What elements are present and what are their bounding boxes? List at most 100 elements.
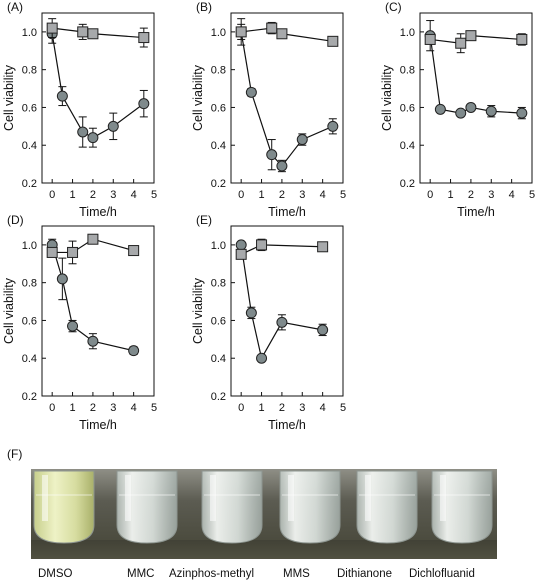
tube-body-1 — [116, 470, 178, 544]
data-point-a-circle-1 — [56, 90, 68, 102]
tube-body-5 — [431, 470, 493, 544]
data-point-e-circle-2 — [256, 352, 268, 364]
y-tick-label-b-3: 0.8 — [211, 65, 226, 77]
x-tick-label-d-0: 0 — [49, 402, 55, 414]
tube-5 — [431, 470, 493, 544]
y-tick-label-c-4: 1.0 — [400, 27, 415, 39]
y-tick-label-e-3: 0.8 — [211, 278, 226, 290]
data-point-d-square-3 — [128, 245, 140, 257]
x-tick-label-a-4: 4 — [131, 189, 137, 201]
data-point-d-circle-2 — [67, 320, 79, 332]
charts-layer: (A) 0.2 0.4 0.6 0.8 1.0 0 1 2 3 4 5 Time/h Cell viabi… — [2, 0, 535, 432]
chart-panel-c: (C) 0.2 0.4 0.6 0.8 1.0 0 1 2 3 4 5 Time/h Cell viabi… — [380, 0, 535, 219]
data-point-c-circle-2 — [455, 107, 467, 119]
y-tick-label-b-0: 0.2 — [211, 178, 226, 190]
tube-3 — [279, 470, 341, 544]
data-point-e-circle-4 — [317, 324, 329, 336]
y-tick-label-e-1: 0.4 — [211, 353, 226, 365]
data-point-a-circle-5 — [138, 98, 150, 110]
data-point-b-circle-3 — [276, 160, 288, 172]
x-tick-label-d-5: 5 — [151, 402, 157, 414]
data-point-a-circle-3 — [87, 132, 99, 144]
data-point-b-circle-4 — [296, 134, 308, 146]
panel-label-f: (F) — [7, 447, 22, 461]
tube-1 — [116, 470, 178, 544]
series-line-e-circle — [240, 244, 323, 360]
y-tick-label-c-0: 0.2 — [400, 178, 415, 190]
chart-panel-e: (E) 0.2 0.4 0.6 0.8 1.0 0 1 2 3 4 5 Time/h Cell viabi… — [191, 213, 346, 432]
tubes-layer — [33, 470, 493, 544]
x-tick-label-c-2: 2 — [468, 189, 474, 201]
photo-rack-shadow — [31, 540, 497, 559]
tube-label-dithianone: Dithianone — [337, 568, 392, 580]
panel-label-a: (A) — [7, 0, 23, 14]
data-point-c-circle-1 — [434, 103, 446, 115]
data-point-e-circle-3 — [276, 316, 288, 328]
data-point-a-square-2 — [87, 28, 99, 40]
series-line-b-circle — [240, 31, 334, 167]
x-tick-label-b-5: 5 — [340, 189, 346, 201]
data-point-d-square-0 — [46, 246, 58, 258]
data-point-a-square-0 — [46, 22, 58, 34]
tube-label-mms: MMS — [283, 568, 310, 580]
tube-labels: DMSO MMC Azinphos-methyl MMS Dithianone … — [38, 568, 475, 580]
data-point-a-square-3 — [138, 32, 150, 44]
y-tick-label-a-4: 1.0 — [22, 27, 37, 39]
plot-frame-a — [41, 12, 155, 184]
data-point-b-circle-2 — [266, 149, 278, 161]
data-point-d-square-2 — [87, 233, 99, 245]
data-point-c-square-3 — [516, 33, 528, 45]
y-tick-label-b-1: 0.4 — [211, 140, 226, 152]
tube-body-0 — [33, 470, 95, 544]
data-point-b-square-2 — [276, 28, 288, 40]
y-tick-label-d-0: 0.2 — [22, 391, 37, 403]
series-line-c-circle — [429, 35, 522, 114]
data-point-e-square-1 — [256, 239, 268, 251]
x-tick-label-c-4: 4 — [509, 189, 515, 201]
plot-frame-d — [41, 225, 155, 397]
tube-highlight-2 — [210, 475, 216, 521]
x-tick-label-a-5: 5 — [151, 189, 157, 201]
x-tick-label-c-3: 3 — [488, 189, 494, 201]
y-tick-label-a-0: 0.2 — [22, 178, 37, 190]
tube-label-dmso: DMSO — [38, 568, 73, 580]
x-tick-label-e-3: 3 — [299, 402, 305, 414]
plot-frame-b — [230, 12, 344, 184]
x-tick-label-a-0: 0 — [49, 189, 55, 201]
x-tick-label-e-4: 4 — [320, 402, 326, 414]
tube-highlight-1 — [125, 475, 131, 521]
data-point-b-square-1 — [266, 22, 278, 34]
series-line-a-circle — [51, 33, 145, 139]
y-axis-title-a: Cell viability — [2, 64, 16, 131]
data-point-d-square-1 — [67, 246, 79, 258]
tube-2 — [201, 470, 263, 544]
x-tick-label-b-4: 4 — [320, 189, 326, 201]
data-point-c-circle-4 — [485, 105, 497, 117]
x-tick-label-d-3: 3 — [110, 402, 116, 414]
x-tick-label-b-2: 2 — [279, 189, 285, 201]
x-tick-label-c-5: 5 — [529, 189, 535, 201]
y-tick-label-c-3: 0.8 — [400, 65, 415, 77]
series-line-d-square — [52, 238, 134, 254]
tube-highlight-5 — [440, 475, 446, 521]
y-tick-label-d-1: 0.4 — [22, 353, 37, 365]
x-tick-label-b-0: 0 — [238, 189, 244, 201]
x-tick-label-d-1: 1 — [69, 402, 75, 414]
tube-highlight-4 — [365, 475, 371, 521]
x-axis-title-d: Time/h — [79, 418, 117, 432]
x-tick-label-e-1: 1 — [258, 402, 264, 414]
x-tick-label-e-5: 5 — [340, 402, 346, 414]
y-tick-label-d-2: 0.6 — [22, 315, 37, 327]
y-tick-label-e-0: 0.2 — [211, 391, 226, 403]
x-tick-label-a-2: 2 — [90, 189, 96, 201]
plot-frame-e — [230, 225, 344, 397]
chart-panel-d: (D) 0.2 0.4 0.6 0.8 1.0 0 1 2 3 4 5 Time/h Cell viabi… — [2, 213, 157, 432]
tube-highlight-0 — [42, 475, 48, 521]
y-axis-title-b: Cell viability — [191, 64, 205, 131]
y-tick-label-a-2: 0.6 — [22, 102, 37, 114]
y-tick-label-c-2: 0.6 — [400, 102, 415, 114]
x-tick-label-c-1: 1 — [447, 189, 453, 201]
x-tick-label-b-3: 3 — [299, 189, 305, 201]
tube-label-mmc: MMC — [127, 568, 154, 580]
